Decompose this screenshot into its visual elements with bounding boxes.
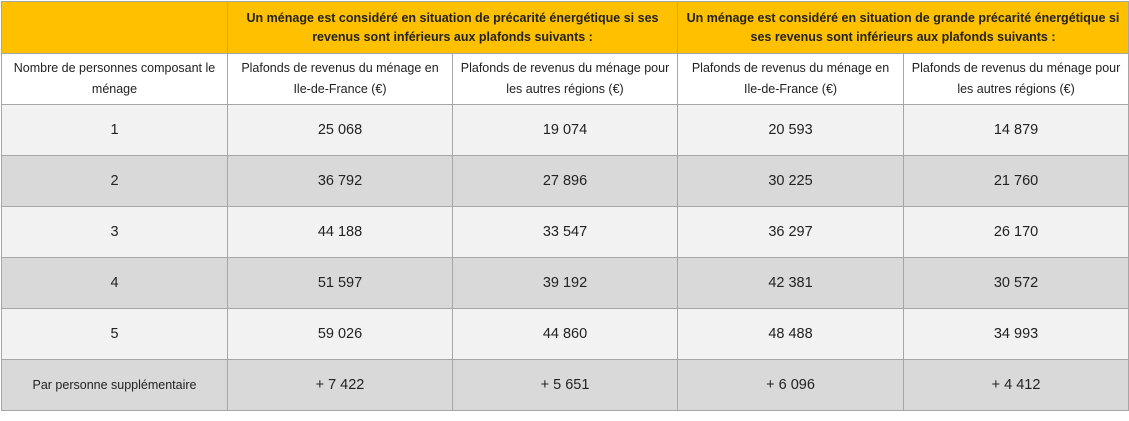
- value-cell: 36 792: [227, 155, 453, 207]
- table-row: 1 25 068 19 074 20 593 14 879: [1, 104, 1129, 156]
- value-cell: + 4 412: [903, 359, 1129, 411]
- household-size-cell: 4: [1, 257, 228, 309]
- value-cell: 51 597: [227, 257, 453, 309]
- table-row-additional-person: Par personne supplémentaire + 7 422 + 5 …: [1, 359, 1129, 411]
- value-cell: 36 297: [677, 206, 905, 258]
- additional-person-label-cell: Par personne supplémentaire: [1, 359, 228, 411]
- corner-header-cell: [1, 1, 228, 54]
- table-row: 2 36 792 27 896 30 225 21 760: [1, 155, 1129, 207]
- group-header-grande-precarite: Un ménage est considéré en situation de …: [677, 1, 1129, 54]
- value-cell: + 7 422: [227, 359, 453, 411]
- value-cell: 44 188: [227, 206, 453, 258]
- household-size-cell: 5: [1, 308, 228, 360]
- value-cell: 19 074: [451, 104, 679, 156]
- household-size-cell: 2: [1, 155, 228, 207]
- column-header-grande-precarite-idf: Plafonds de revenus du ménage en Ile-de-…: [677, 53, 905, 105]
- group-header-row: Un ménage est considéré en situation de …: [1, 1, 1129, 54]
- value-cell: 14 879: [903, 104, 1129, 156]
- column-header-row: Nombre de personnes composant le ménage …: [1, 53, 1129, 105]
- value-cell: 27 896: [451, 155, 679, 207]
- table-row: 5 59 026 44 860 48 488 34 993: [1, 308, 1129, 360]
- value-cell: 30 572: [903, 257, 1129, 309]
- income-ceiling-table: Un ménage est considéré en situation de …: [1, 1, 1129, 411]
- column-header-precarite-regions: Plafonds de revenus du ménage pour les a…: [451, 53, 679, 105]
- value-cell: 39 192: [451, 257, 679, 309]
- value-cell: 34 993: [903, 308, 1129, 360]
- table-row: 4 51 597 39 192 42 381 30 572: [1, 257, 1129, 309]
- group-header-precarite: Un ménage est considéré en situation de …: [226, 1, 679, 54]
- table-row: 3 44 188 33 547 36 297 26 170: [1, 206, 1129, 258]
- value-cell: + 6 096: [677, 359, 905, 411]
- column-header-precarite-idf: Plafonds de revenus du ménage en Ile-de-…: [227, 53, 453, 105]
- value-cell: + 5 651: [451, 359, 679, 411]
- value-cell: 30 225: [677, 155, 905, 207]
- column-header-grande-precarite-regions: Plafonds de revenus du ménage pour les a…: [903, 53, 1129, 105]
- value-cell: 48 488: [677, 308, 905, 360]
- household-size-cell: 3: [1, 206, 228, 258]
- household-size-cell: 1: [1, 104, 228, 156]
- value-cell: 20 593: [677, 104, 905, 156]
- value-cell: 33 547: [451, 206, 679, 258]
- value-cell: 44 860: [451, 308, 679, 360]
- value-cell: 26 170: [903, 206, 1129, 258]
- value-cell: 21 760: [903, 155, 1129, 207]
- column-header-household-size: Nombre de personnes composant le ménage: [1, 53, 228, 105]
- value-cell: 42 381: [677, 257, 905, 309]
- value-cell: 25 068: [227, 104, 453, 156]
- value-cell: 59 026: [227, 308, 453, 360]
